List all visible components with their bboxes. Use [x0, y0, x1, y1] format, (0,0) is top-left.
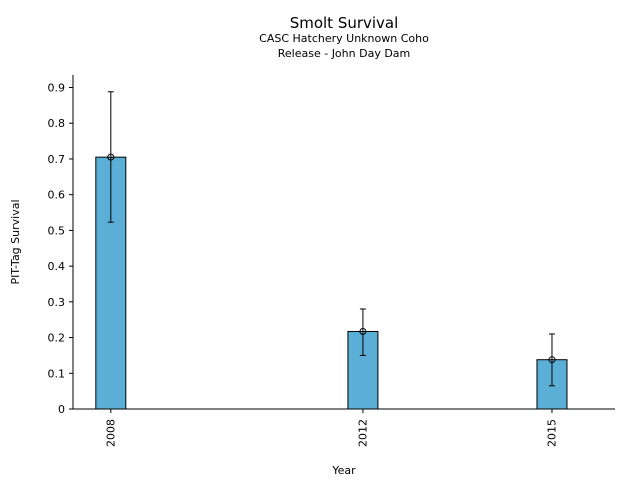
- y-tick-label-0.8: 0.8: [48, 117, 66, 130]
- x-tick-label-2012: 2012: [356, 419, 369, 447]
- point-marker-2008: [107, 153, 115, 161]
- plot-area: [95, 91, 568, 410]
- x-axis-label: Year: [331, 464, 356, 477]
- y-tick-label-0.6: 0.6: [48, 189, 66, 202]
- point-marker-2015: [548, 356, 556, 364]
- x-tick-label-2015: 2015: [545, 419, 558, 447]
- point-marker-2012: [359, 327, 367, 335]
- y-tick-label-0.9: 0.9: [48, 82, 66, 95]
- chart-title: Smolt Survival: [290, 14, 399, 32]
- y-tick-label-0.4: 0.4: [48, 260, 66, 273]
- y-tick-label-0.5: 0.5: [48, 224, 66, 237]
- y-axis-label: PIT-Tag Survival: [9, 199, 22, 284]
- y-tick-label-0: 0: [58, 403, 65, 416]
- chart-subtitle-line-1: CASC Hatchery Unknown Coho: [259, 32, 429, 45]
- y-tick-label-0.2: 0.2: [48, 332, 66, 345]
- x-tick-label-2008: 2008: [104, 419, 117, 447]
- y-tick-label-0.3: 0.3: [48, 296, 66, 309]
- y-tick-label-0.1: 0.1: [48, 367, 66, 380]
- y-tick-label-0.7: 0.7: [48, 153, 66, 166]
- chart-subtitle-line-2: Release - John Day Dam: [278, 47, 411, 60]
